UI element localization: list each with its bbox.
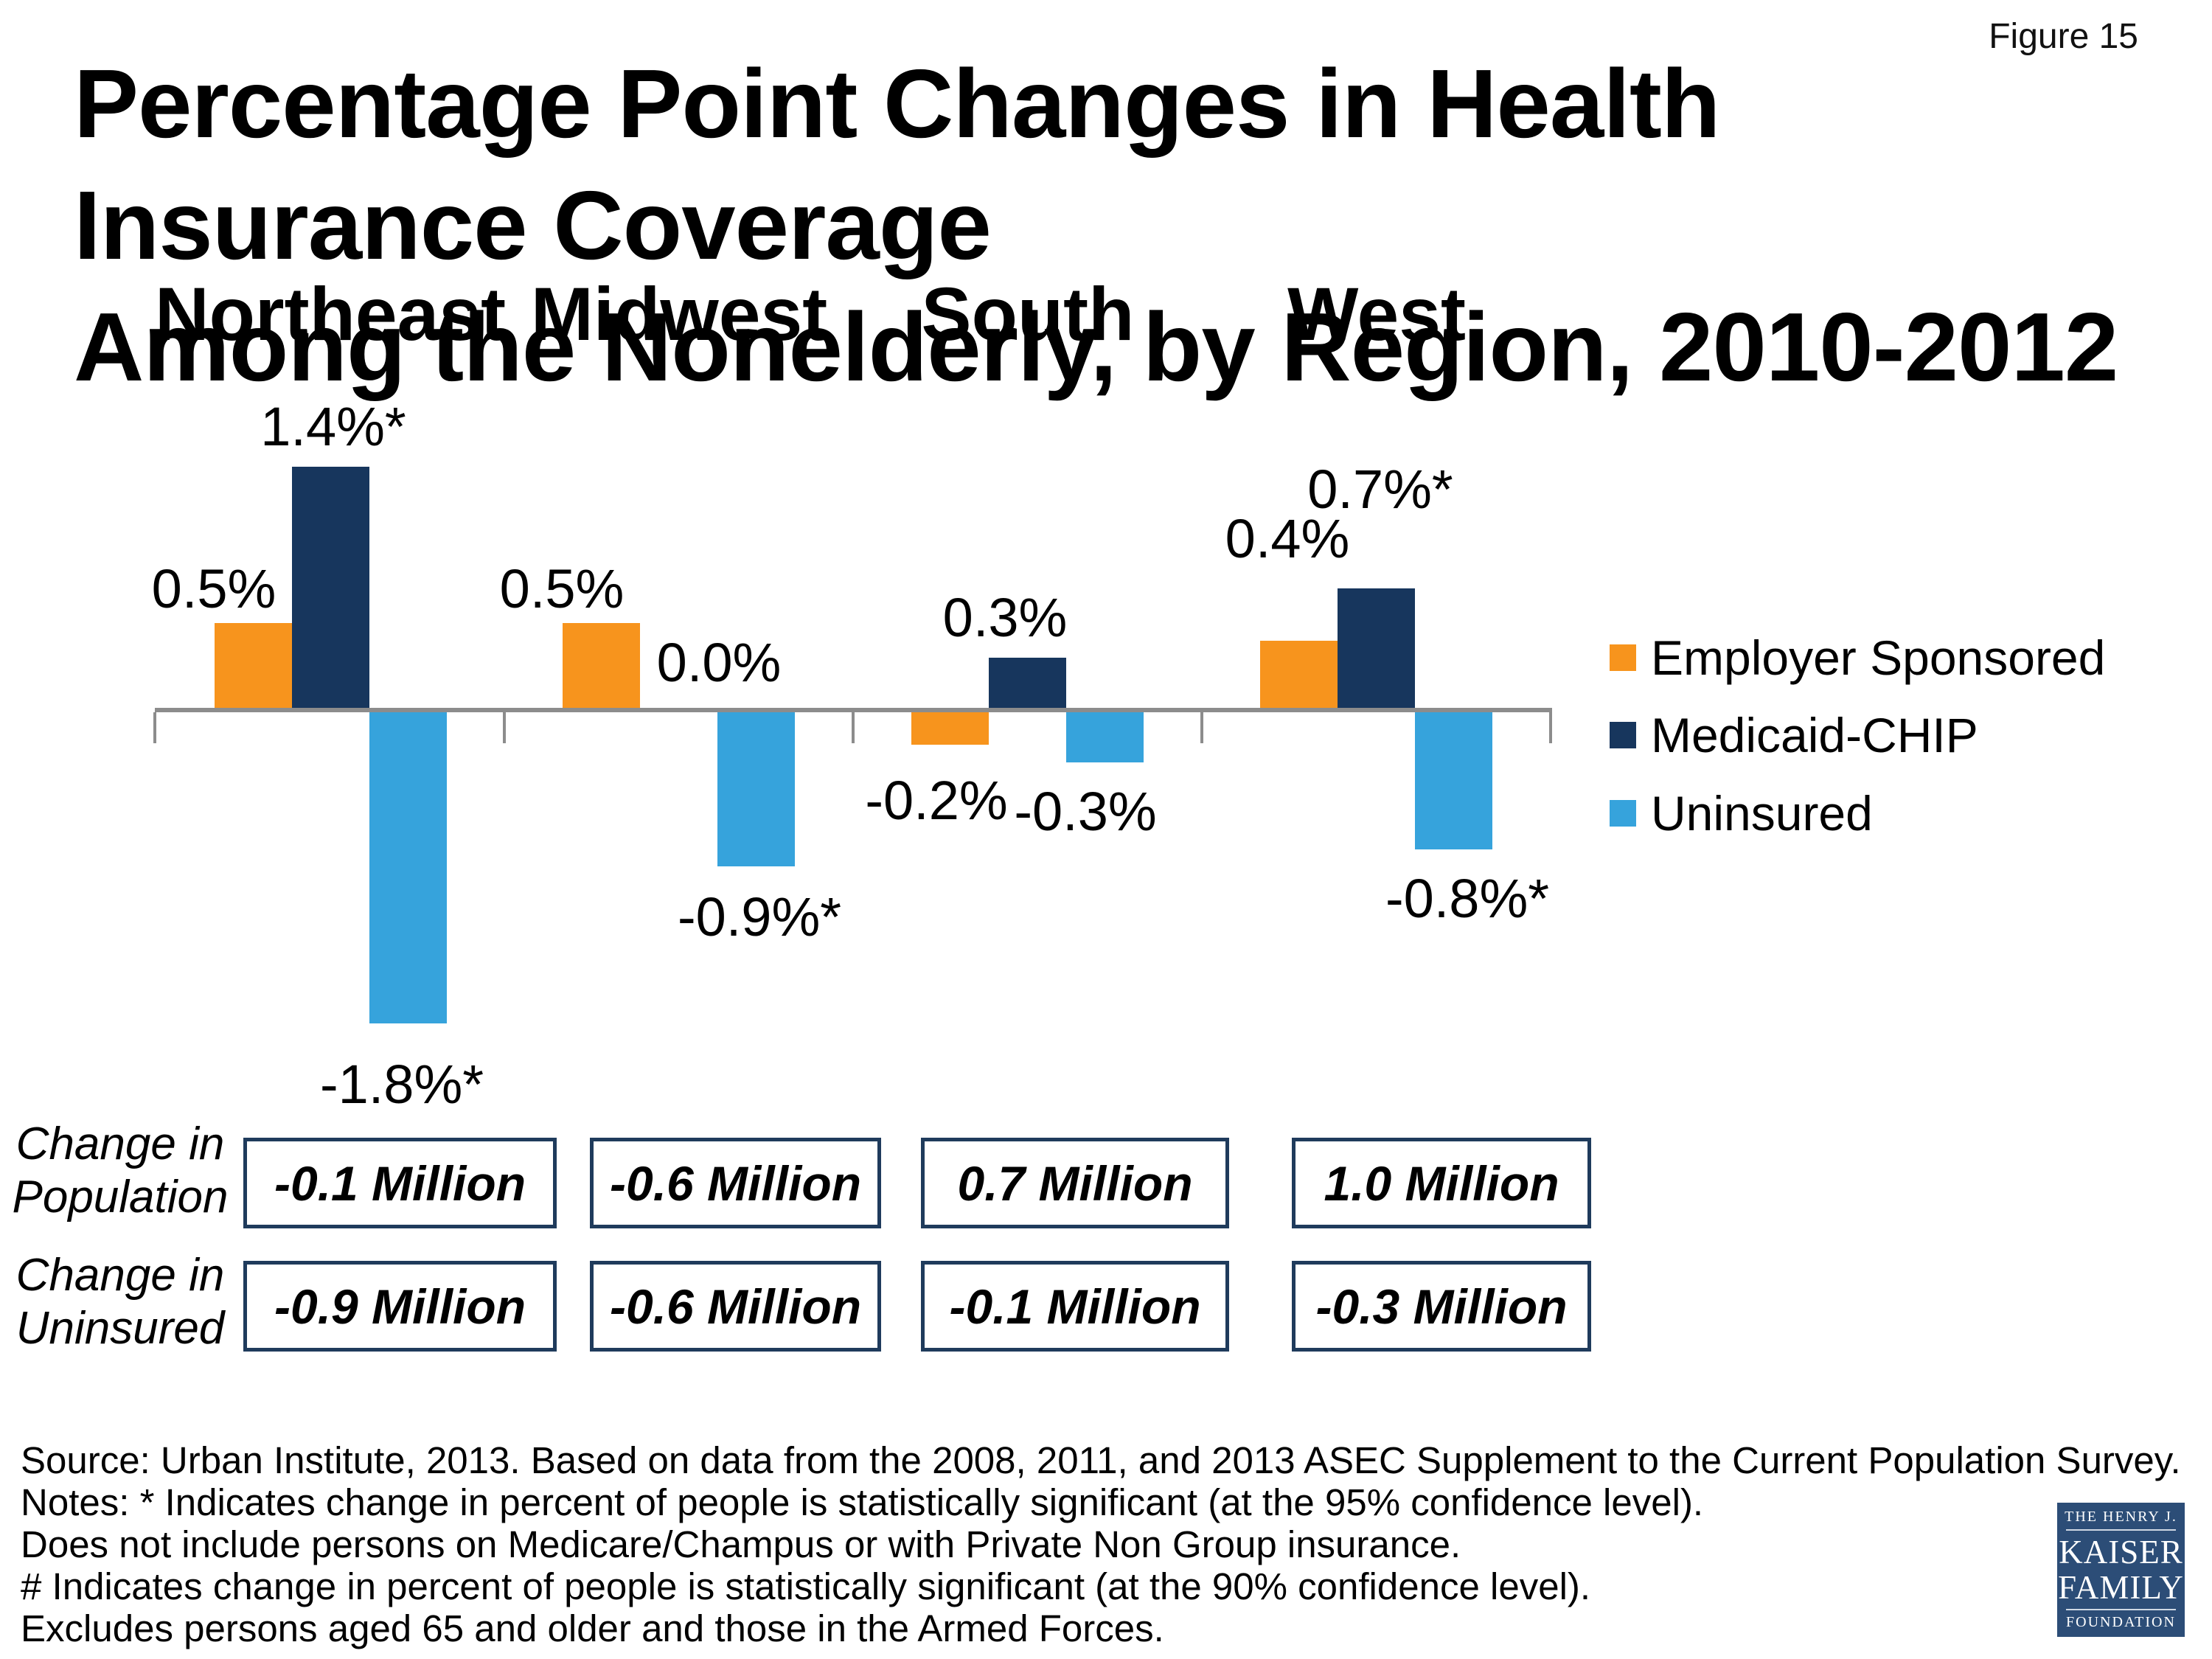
- x-axis-line: [155, 708, 1552, 712]
- x-axis-tick-4: [1549, 712, 1552, 743]
- row-label-change-in-uninsured-line-2: Uninsured: [15, 1303, 225, 1354]
- value-box-uninsured-west: -0.3 Million: [1292, 1261, 1591, 1352]
- bar-south-employer-sponsored: [911, 710, 989, 745]
- value-box-population-west: 1.0 Million: [1292, 1138, 1591, 1228]
- x-axis-tick-1: [503, 712, 506, 743]
- bar-south-medicaid-chip: [989, 658, 1066, 710]
- row-label-change-in-uninsured-line-1: Change in: [15, 1250, 225, 1301]
- bar-midwest-employer-sponsored: [563, 623, 640, 710]
- legend-item-medicaid-chip: Medicaid-CHIP: [1610, 708, 1978, 762]
- legend-item-employer-sponsored: Employer Sponsored: [1610, 630, 2105, 685]
- row-label-change-in-population-line-1: Change in: [15, 1119, 225, 1169]
- logo-line-family: FAMILY: [2058, 1569, 2184, 1606]
- value-label-south-uninsured: -0.3%: [1014, 781, 1157, 842]
- legend-label-uninsured: Uninsured: [1651, 786, 1873, 841]
- logo-line-foundation: FOUNDATION: [2066, 1614, 2176, 1630]
- value-label-northeast-employer-sponsored: 0.5%: [151, 558, 276, 619]
- value-label-northeast-uninsured: -1.8%*: [319, 1054, 484, 1115]
- value-label-northeast-medicaid-chip: 1.4%*: [260, 396, 406, 457]
- bar-west-employer-sponsored: [1260, 641, 1338, 710]
- x-axis-tick-0: [153, 712, 156, 743]
- bar-west-medicaid-chip: [1338, 588, 1415, 710]
- value-label-west-uninsured: -0.8%*: [1385, 868, 1550, 929]
- value-label-west-medicaid-chip: 0.7%*: [1307, 459, 1453, 520]
- value-box-population-midwest: -0.6 Million: [590, 1138, 881, 1228]
- source-note-line-3: Does not include persons on Medicare/Cha…: [21, 1523, 1461, 1565]
- source-note-line-1: Source: Urban Institute, 2013. Based on …: [21, 1439, 2181, 1481]
- row-label-change-in-population-line-2: Population: [12, 1172, 229, 1222]
- bar-northeast-uninsured: [369, 710, 447, 1023]
- value-box-population-south: 0.7 Million: [921, 1138, 1229, 1228]
- source-note-line-2: Notes: * Indicates change in percent of …: [21, 1481, 1704, 1523]
- region-header-northeast: Northeast: [154, 272, 507, 356]
- source-note-line-4: # Indicates change in percent of people …: [21, 1565, 1591, 1607]
- legend-swatch-uninsured: [1610, 800, 1636, 827]
- value-label-midwest-uninsured: -0.9%*: [677, 886, 842, 947]
- x-axis-tick-3: [1200, 712, 1203, 743]
- logo-rule-top: [2066, 1529, 2176, 1531]
- bar-south-uninsured: [1066, 710, 1144, 762]
- kaiser-family-foundation-logo: THE HENRY J. KAISER FAMILY FOUNDATION: [2057, 1503, 2185, 1637]
- legend-swatch-employer-sponsored: [1610, 644, 1636, 671]
- source-note-line-5: Excludes persons aged 65 and older and t…: [21, 1607, 1164, 1649]
- legend-label-employer-sponsored: Employer Sponsored: [1651, 630, 2106, 685]
- figure-number: Figure 15: [1989, 17, 2138, 56]
- value-box-uninsured-midwest: -0.6 Million: [590, 1261, 881, 1352]
- legend-label-medicaid-chip: Medicaid-CHIP: [1651, 708, 1978, 762]
- legend-item-uninsured: Uninsured: [1610, 786, 1873, 841]
- value-label-midwest-employer-sponsored: 0.5%: [499, 558, 625, 619]
- region-header-midwest: Midwest: [530, 272, 828, 356]
- source-notes: Source: Urban Institute, 2013. Based on …: [21, 1439, 2181, 1649]
- value-label-south-employer-sponsored: -0.2%: [865, 770, 1008, 831]
- region-header-west: West: [1287, 272, 1466, 356]
- x-axis-tick-2: [852, 712, 855, 743]
- logo-rule-bottom: [2066, 1609, 2176, 1610]
- bar-northeast-employer-sponsored: [215, 623, 292, 710]
- value-label-south-medicaid-chip: 0.3%: [942, 587, 1068, 648]
- bar-midwest-uninsured: [717, 710, 795, 866]
- logo-line-henry-j: THE HENRY J.: [2065, 1509, 2177, 1525]
- bar-west-uninsured: [1415, 710, 1492, 849]
- chart-title-line-2: Among the Nonelderly, by Region, 2010-20…: [74, 293, 2118, 401]
- logo-line-kaiser: KAISER: [2059, 1534, 2183, 1571]
- bar-northeast-medicaid-chip: [292, 467, 369, 710]
- value-label-midwest-medicaid-chip: 0.0%: [656, 632, 782, 693]
- value-label-west-employer-sponsored: 0.4%: [1225, 508, 1350, 569]
- chart-title: Percentage Point Changes in Health Insur…: [74, 43, 2153, 408]
- region-header-south: South: [921, 272, 1135, 356]
- legend-swatch-medicaid-chip: [1610, 722, 1636, 748]
- value-box-population-northeast: -0.1 Million: [243, 1138, 557, 1228]
- value-box-uninsured-northeast: -0.9 Million: [243, 1261, 557, 1352]
- chart-title-line-1: Percentage Point Changes in Health Insur…: [74, 49, 1721, 279]
- value-box-uninsured-south: -0.1 Million: [921, 1261, 1229, 1352]
